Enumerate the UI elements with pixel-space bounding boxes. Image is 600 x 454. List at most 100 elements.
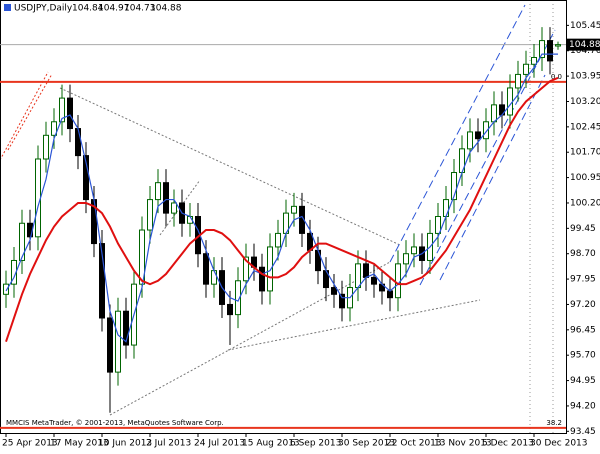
candle-body bbox=[435, 216, 441, 234]
candle-body bbox=[539, 40, 545, 59]
candle-body bbox=[523, 63, 529, 75]
y-tick-label: 104.70 bbox=[570, 46, 600, 56]
x-tick-label: 25 Apr 2013 bbox=[2, 439, 58, 449]
y-tick-label: 94.20 bbox=[570, 401, 596, 411]
y-tick-label: 100.95 bbox=[570, 173, 600, 183]
y-tick-label: 97.95 bbox=[570, 275, 596, 285]
y-tick-label: 95.70 bbox=[570, 351, 596, 361]
y-tick-label: 100.20 bbox=[570, 198, 600, 208]
drawn-objects bbox=[0, 0, 556, 433]
symbol-icon bbox=[4, 4, 11, 11]
candle-body bbox=[491, 104, 497, 123]
trend-line bbox=[159, 179, 201, 236]
candle-body bbox=[3, 283, 9, 295]
x-tick-label: 6 Sep 2013 bbox=[290, 439, 341, 449]
candle-body bbox=[19, 222, 25, 261]
y-tick-label: 101.70 bbox=[570, 148, 600, 158]
trend-line bbox=[227, 299, 481, 351]
trend-line bbox=[109, 261, 391, 416]
candle-body bbox=[171, 202, 177, 214]
candle-body bbox=[43, 134, 49, 160]
header-low: 104.73 bbox=[124, 4, 156, 14]
header-close: 104.88 bbox=[150, 4, 182, 14]
y-tick-label: 105.45 bbox=[570, 21, 600, 31]
candle-body bbox=[83, 155, 89, 201]
candle-body bbox=[355, 263, 361, 289]
candle-body bbox=[211, 270, 217, 285]
x-tick-label: 5 Dec 2013 bbox=[482, 439, 534, 449]
candle-body bbox=[163, 182, 169, 214]
y-tick-label: 102.45 bbox=[570, 122, 600, 132]
x-tick-label: 22 Oct 2013 bbox=[386, 439, 442, 449]
plot-frame bbox=[0, 0, 567, 434]
candle-body bbox=[107, 317, 113, 373]
x-tick-label: 30 Sep 2013 bbox=[338, 439, 395, 449]
y-tick-label: 99.45 bbox=[570, 224, 596, 234]
x-tick-label: 13 Nov 2013 bbox=[434, 439, 492, 449]
candle-body bbox=[451, 172, 457, 201]
x-tick-label: 15 Aug 2013 bbox=[242, 439, 300, 449]
level-label: 0.0 bbox=[551, 73, 562, 81]
candle-body bbox=[75, 128, 81, 157]
candle-body bbox=[443, 199, 449, 217]
candle-body bbox=[67, 97, 73, 130]
x-tick-label: 2 Jul 2013 bbox=[146, 439, 191, 449]
candle-body bbox=[555, 44, 561, 47]
x-tick-label: 30 Dec 2013 bbox=[530, 439, 588, 449]
candle-body bbox=[339, 293, 345, 309]
candle-body bbox=[275, 232, 281, 248]
candle-body bbox=[531, 57, 537, 65]
candle-body bbox=[227, 303, 233, 316]
candle-body bbox=[475, 131, 481, 140]
copyright: MMCIS MetaTrader, © 2001-2013, MetaQuote… bbox=[6, 419, 224, 427]
trend-line bbox=[0, 71, 49, 161]
trend-line bbox=[59, 87, 401, 246]
candle-body bbox=[363, 263, 369, 278]
candle-body bbox=[35, 158, 41, 238]
candle-body bbox=[147, 199, 153, 231]
channel-line bbox=[419, 29, 556, 286]
level-label: 38.2 bbox=[546, 419, 562, 427]
candle-body bbox=[467, 131, 473, 150]
candle-body bbox=[395, 263, 401, 299]
candle-body bbox=[99, 243, 105, 319]
candle-body bbox=[243, 256, 249, 282]
price-box-label: 104.88 bbox=[569, 40, 600, 50]
candle-body bbox=[235, 280, 241, 316]
candle-body bbox=[259, 266, 265, 292]
candle-body bbox=[371, 276, 377, 285]
price-box bbox=[566, 38, 600, 51]
moving-average bbox=[5, 76, 559, 342]
candle-body bbox=[51, 121, 57, 136]
header-high: 104.97 bbox=[98, 4, 130, 14]
candle-body bbox=[515, 73, 521, 89]
x-tick-label: 10 Jun 2013 bbox=[98, 439, 152, 449]
candle-body bbox=[291, 205, 297, 214]
y-tick-label: 97.20 bbox=[570, 300, 596, 310]
candle-body bbox=[203, 253, 209, 285]
header-open: 104.84 bbox=[72, 4, 104, 14]
candle-body bbox=[155, 182, 161, 201]
x-tick-label: 24 Jul 2013 bbox=[194, 439, 245, 449]
channel-line bbox=[439, 74, 546, 281]
moving-average bbox=[5, 53, 558, 343]
candle-body bbox=[403, 253, 409, 265]
candle-body bbox=[59, 97, 65, 123]
y-tick-label: 103.95 bbox=[570, 72, 600, 82]
x-tick-label: 17 May 2013 bbox=[50, 439, 109, 449]
candle-body bbox=[115, 310, 121, 373]
candle-body bbox=[267, 246, 273, 292]
candle-body bbox=[507, 87, 513, 116]
channel-line bbox=[389, 4, 526, 263]
candle-body bbox=[331, 287, 337, 295]
y-tick-label: 94.95 bbox=[570, 376, 596, 386]
chart-title: USDJPY,Daily bbox=[14, 4, 73, 14]
candle-body bbox=[123, 310, 129, 346]
trend-line bbox=[7, 73, 53, 151]
candle-body bbox=[547, 40, 553, 62]
y-tick-label: 98.70 bbox=[570, 249, 596, 259]
candle-body bbox=[483, 121, 489, 140]
candle-body bbox=[411, 246, 417, 255]
